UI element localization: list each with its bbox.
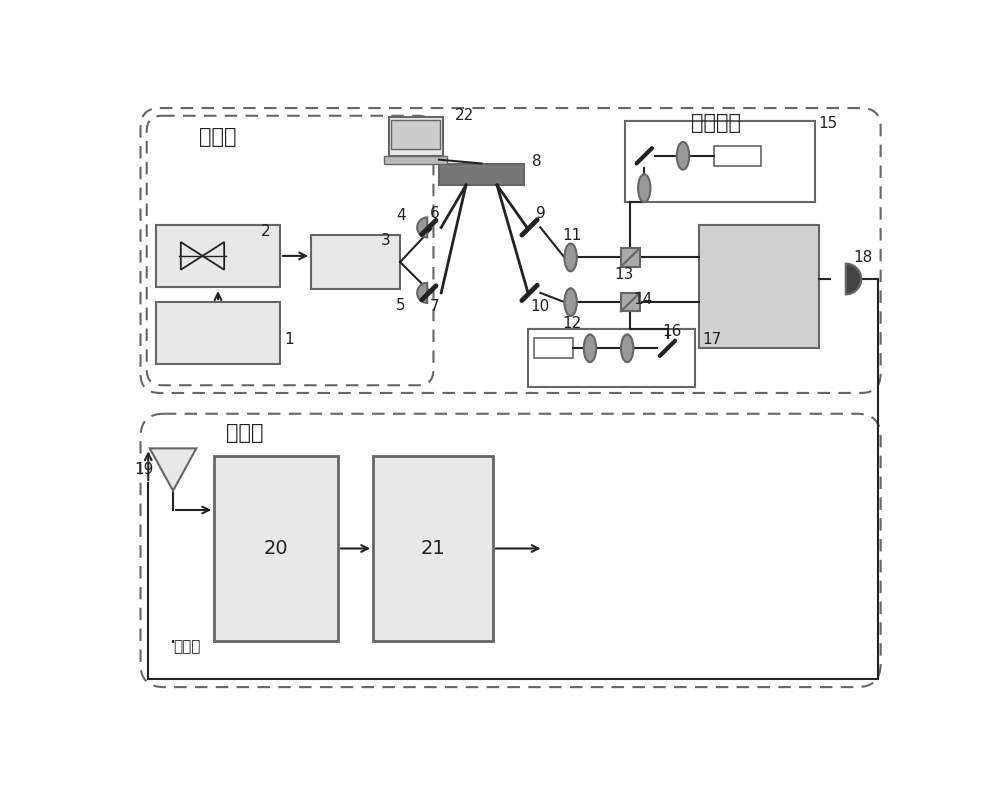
Text: 21: 21 xyxy=(420,539,445,558)
Bar xyxy=(621,293,640,312)
Ellipse shape xyxy=(638,174,650,202)
Text: 15: 15 xyxy=(819,116,838,131)
Bar xyxy=(621,248,640,267)
Bar xyxy=(156,225,280,287)
Bar xyxy=(214,456,338,641)
Bar xyxy=(391,119,440,149)
Text: 4: 4 xyxy=(396,207,406,223)
Text: 18: 18 xyxy=(853,250,872,265)
Text: 11: 11 xyxy=(563,228,582,243)
Bar xyxy=(311,236,400,289)
Text: 1: 1 xyxy=(284,331,294,346)
Text: 2: 2 xyxy=(261,224,270,239)
Bar xyxy=(373,456,493,641)
Text: 9: 9 xyxy=(536,206,545,221)
Polygon shape xyxy=(417,283,427,303)
Bar xyxy=(439,163,524,185)
Ellipse shape xyxy=(564,243,577,272)
Text: 接收端: 接收端 xyxy=(226,423,263,443)
Polygon shape xyxy=(150,448,196,491)
Ellipse shape xyxy=(677,142,689,170)
Text: 5: 5 xyxy=(396,298,406,312)
Bar xyxy=(384,155,447,163)
Bar xyxy=(388,117,443,155)
Text: 20: 20 xyxy=(264,539,288,558)
Text: 16: 16 xyxy=(662,324,681,339)
Text: 3: 3 xyxy=(381,233,390,248)
Bar xyxy=(156,302,280,363)
Text: 发送端: 发送端 xyxy=(199,126,237,147)
Bar xyxy=(528,329,695,387)
Text: 17: 17 xyxy=(702,331,722,346)
Text: 10: 10 xyxy=(531,299,550,314)
Bar xyxy=(698,225,819,349)
Text: 12: 12 xyxy=(563,316,582,331)
Polygon shape xyxy=(417,217,427,237)
Ellipse shape xyxy=(564,288,577,316)
Ellipse shape xyxy=(584,334,596,362)
Text: 本振光: 本振光 xyxy=(173,640,200,655)
Text: 8: 8 xyxy=(532,155,542,170)
Text: 14: 14 xyxy=(633,291,652,306)
Text: 6: 6 xyxy=(430,206,440,221)
Ellipse shape xyxy=(621,334,633,362)
Bar xyxy=(714,146,761,166)
Text: 13: 13 xyxy=(614,267,634,282)
Text: 19: 19 xyxy=(134,462,153,477)
Bar xyxy=(625,121,815,202)
Text: 空间信道: 空间信道 xyxy=(691,114,741,133)
Text: 22: 22 xyxy=(454,108,474,123)
Polygon shape xyxy=(846,264,861,294)
Bar xyxy=(534,338,573,358)
Text: 7: 7 xyxy=(430,299,440,314)
